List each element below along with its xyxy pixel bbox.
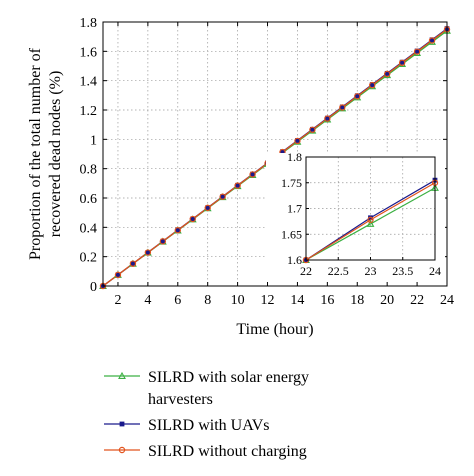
inset-y-tick-label: 1.65: [281, 227, 302, 241]
inset-frame: [305, 156, 436, 261]
x-tick-label: 2: [114, 293, 121, 308]
y-tick-label: 1.2: [80, 104, 98, 119]
main-plot-frame: [102, 21, 448, 287]
x-tick-label: 18: [350, 293, 364, 308]
y-tick-label: 1.4: [80, 75, 98, 90]
series-marker: [339, 104, 346, 111]
y-tick-label: 1.8: [80, 16, 98, 31]
series-marker: [369, 81, 376, 89]
axis-titles: Time (hour) Proportion of the total numbe…: [27, 47, 314, 338]
legend-item: SILRD without charging: [104, 443, 307, 460]
inset-y-tick-label: 1.75: [281, 176, 302, 190]
inset-y-tick-label: 1.8: [287, 150, 302, 164]
x-tick-label: 8: [204, 293, 211, 308]
series-marker: [204, 204, 211, 212]
inset-series-marker: [367, 216, 374, 224]
series-marker: [428, 37, 436, 44]
inset-y-tick-label: 1.7: [287, 202, 302, 216]
inset-x-tick-label: 24: [429, 264, 441, 278]
inset-series-line: [305, 187, 436, 261]
y-tick-label: 0.2: [80, 251, 98, 266]
x-tick-label: 6: [174, 293, 181, 308]
inset-x-tick-label: 23.5: [392, 264, 413, 278]
series-marker: [383, 70, 391, 78]
legend-item: SILRD with UAVs: [104, 417, 270, 434]
series-marker: [324, 115, 331, 122]
inset-series-marker: [366, 219, 375, 227]
series-marker: [144, 249, 152, 256]
series-marker: [234, 182, 241, 189]
x-tick-label: 20: [380, 293, 394, 308]
legend-label: SILRD with UAVs: [148, 417, 270, 434]
inset-x-tick-label: 23: [365, 264, 377, 278]
series-marker: [174, 227, 181, 234]
legend-label: SILRD without charging: [148, 443, 307, 460]
x-axis-title: Time (hour): [236, 321, 313, 338]
series-marker: [354, 93, 361, 100]
inset-x-tick-label: 22.5: [328, 264, 349, 278]
y-tick-label: 0.8: [80, 163, 98, 178]
y-tick-label: 0: [90, 280, 97, 295]
y-axis-title-line: Proportion of the total number of: [27, 47, 44, 260]
x-tick-label: 24: [440, 293, 454, 308]
series-marker: [129, 260, 137, 267]
inset-chart: 22 22.5 23 23.5 24 1.6 1.65 1.7 1.75 1.8: [266, 150, 445, 282]
x-tick-label: 4: [144, 293, 151, 308]
series-marker: [309, 126, 316, 133]
series-marker: [413, 48, 421, 55]
main-ticks: 2 4 6 8 10 12 14 16 18 20 22 2400.20.40.60.811.21.4…: [80, 16, 455, 308]
y-axis-title-line: recovered dead nodes (%): [47, 71, 64, 238]
y-tick-label: 1.6: [80, 45, 98, 60]
y-tick-label: 1: [90, 133, 97, 148]
series-marker: [114, 271, 122, 279]
legend-swatch-marker: [118, 371, 126, 379]
series-marker: [159, 238, 167, 245]
inset-y-tick-label: 1.6: [287, 253, 302, 267]
legend-label: SILRD with solar energy: [148, 369, 309, 386]
series-marker: [189, 215, 196, 223]
x-tick-label: 12: [261, 293, 275, 308]
y-tick-label: 0.4: [80, 221, 98, 236]
series-marker: [219, 193, 226, 200]
legend-item: SILRD with solar energy harvesters: [104, 369, 309, 408]
x-tick-label: 16: [320, 293, 334, 308]
legend-swatch-marker: [118, 446, 126, 454]
y-tick-label: 0.6: [80, 192, 98, 207]
x-tick-label: 22: [410, 293, 424, 308]
series-marker: [294, 137, 301, 145]
inset-x-tick-label: 22: [300, 264, 312, 278]
legend-label: harvesters: [148, 391, 213, 408]
x-tick-label: 14: [290, 293, 304, 308]
inset-series-line: [305, 182, 436, 261]
legend-swatch-marker: [119, 421, 125, 427]
series-marker: [249, 171, 256, 178]
series-marker: [398, 59, 406, 67]
x-tick-label: 10: [231, 293, 245, 308]
